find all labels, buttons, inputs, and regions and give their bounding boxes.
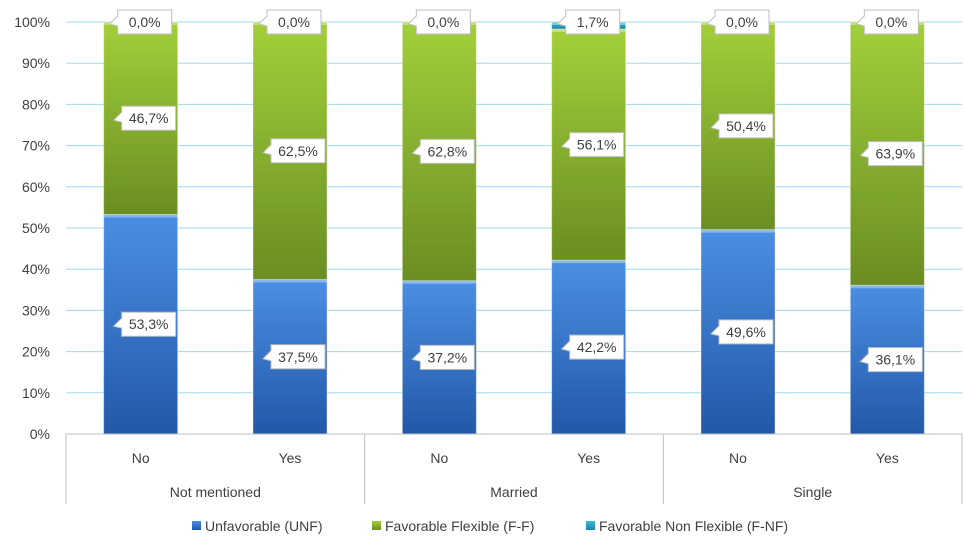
x-axis: Not mentioned No Yes Married No Yes Single No Ye… <box>65 433 963 504</box>
data-label: 36,1% <box>875 352 915 368</box>
y-tick-label: 10% <box>22 385 50 401</box>
data-label: 62,8% <box>427 143 467 159</box>
y-axis: 0% 10% 20% 30% 40% 50% 60% 70% 80% 90% 100% <box>14 14 50 442</box>
bar-highlight <box>402 280 477 284</box>
legend: Unfavorable (UNF) Favorable Flexible (F-F… <box>192 518 788 534</box>
category-label: No <box>132 450 150 466</box>
category-label: No <box>729 450 747 466</box>
data-label: 0,0% <box>726 14 758 30</box>
data-label-callout <box>411 344 475 370</box>
data-label: 1,7% <box>577 14 609 30</box>
y-tick-label: 80% <box>22 96 50 112</box>
data-label-callout <box>556 9 621 35</box>
data-label-callout <box>859 347 923 373</box>
y-tick-label: 0% <box>30 426 50 442</box>
y-tick-label: 40% <box>22 261 50 277</box>
data-label: 0,0% <box>278 14 310 30</box>
data-label-callout <box>262 138 326 164</box>
y-tick-label: 90% <box>22 55 50 71</box>
data-label-callout <box>855 9 919 35</box>
category-label: No <box>430 450 448 466</box>
data-label-callout <box>710 113 774 139</box>
data-label: 0,0% <box>875 14 907 30</box>
data-label: 53,3% <box>129 316 169 332</box>
group-label: Not mentioned <box>170 484 261 500</box>
data-label-callout <box>560 132 625 158</box>
data-label: 37,2% <box>427 349 467 365</box>
data-label: 0,0% <box>427 14 459 30</box>
data-label: 46,7% <box>129 110 169 126</box>
y-tick-label: 60% <box>22 179 50 195</box>
data-label-callout <box>407 9 471 35</box>
data-label-callout <box>859 141 923 167</box>
y-tick-label: 30% <box>22 302 50 318</box>
data-label-callout <box>262 344 326 370</box>
category-label: Yes <box>577 450 600 466</box>
legend-label: Favorable Non Flexible (F-NF) <box>599 518 788 534</box>
data-label-callout <box>560 334 625 360</box>
data-label-callout <box>112 105 177 131</box>
y-tick-label: 50% <box>22 220 50 236</box>
bar-highlight <box>253 279 327 283</box>
data-label-callout <box>258 9 322 35</box>
group-label: Married <box>490 484 537 500</box>
data-label: 62,5% <box>278 143 318 159</box>
legend-swatch <box>586 521 595 530</box>
data-label-callout <box>411 138 475 164</box>
legend-swatch <box>192 521 201 530</box>
legend-label: Favorable Flexible (F-F) <box>385 518 534 534</box>
gridlines <box>66 21 962 435</box>
legend-swatch <box>372 521 381 530</box>
data-labels: 53,3% 46,7% 0,0% 37,5% 62,5% 0,0% 37,2% 62,8% 0,… <box>108 9 923 373</box>
legend-label: Unfavorable (UNF) <box>205 518 322 534</box>
data-label: 49,6% <box>726 324 766 340</box>
data-label: 37,5% <box>278 349 318 365</box>
data-label-callout <box>108 9 173 35</box>
data-label: 56,1% <box>577 137 617 153</box>
y-tick-label: 70% <box>22 138 50 154</box>
category-label: Yes <box>876 450 899 466</box>
data-label-callout <box>112 311 177 337</box>
group-label: Single <box>793 484 832 500</box>
bar-highlight <box>551 260 626 264</box>
data-label-callout <box>706 9 770 35</box>
bar-highlight <box>103 214 178 218</box>
bar-highlight <box>850 285 925 289</box>
data-label: 42,2% <box>577 339 617 355</box>
y-tick-label: 100% <box>14 14 50 30</box>
data-label: 0,0% <box>129 14 161 30</box>
data-label: 63,9% <box>875 146 915 162</box>
bar-highlight <box>701 229 775 233</box>
y-tick-label: 20% <box>22 344 50 360</box>
data-label: 50,4% <box>726 118 766 134</box>
category-label: Yes <box>279 450 302 466</box>
data-label-callout <box>710 319 774 345</box>
